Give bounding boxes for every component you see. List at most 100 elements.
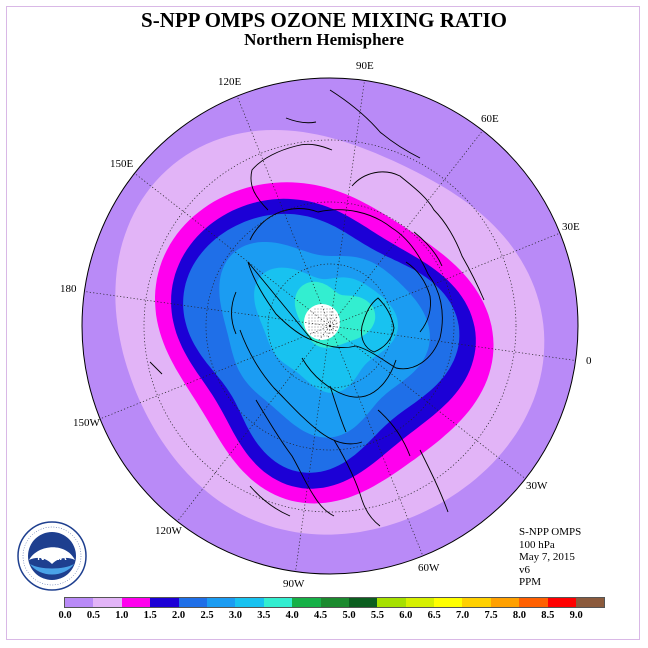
color-bar-label: 7.5 (484, 610, 498, 621)
color-bar-swatch (434, 598, 463, 607)
color-bar-label: 4.0 (285, 610, 299, 621)
color-bar-swatch (235, 598, 264, 607)
longitude-label: 30E (562, 221, 580, 233)
longitude-label: 60W (418, 562, 440, 574)
coastline (377, 409, 411, 457)
color-bar-swatch (348, 598, 378, 607)
color-bar-swatch (519, 598, 548, 607)
meridian (329, 130, 483, 327)
color-bar-swatch (490, 598, 520, 607)
coastline (419, 449, 449, 513)
longitude-label: 90W (283, 578, 305, 590)
coastline (351, 171, 485, 301)
color-bar-swatch (121, 598, 151, 607)
color-bar-swatch (576, 598, 605, 607)
info-instrument: S-NPP OMPS (519, 526, 582, 538)
color-bar-swatch (547, 598, 577, 607)
coastline (285, 117, 317, 124)
coastline (249, 485, 291, 517)
longitude-label: 180 (60, 283, 77, 295)
color-bar-swatch (178, 598, 207, 607)
coastline (231, 291, 237, 335)
color-bar-labels: 0.0 0.5 1.0 1.5 2.0 2.5 3.0 3.5 4.0 4.5 5.0 5.5 6.0 6… (0, 610, 648, 624)
color-bar-label: 9.0 (569, 610, 583, 621)
latitude-circle (143, 139, 517, 513)
color-bar-label: 8.0 (512, 610, 526, 621)
longitude-label: 90E (356, 60, 374, 72)
color-bar-label: 5.5 (370, 610, 384, 621)
meridian (329, 325, 424, 557)
map-outline (81, 77, 579, 575)
color-bar-swatch (263, 598, 293, 607)
coastline (405, 261, 431, 333)
coastline (329, 89, 421, 159)
color-bar-swatch (405, 598, 435, 607)
meridian (329, 325, 576, 361)
coastline (413, 231, 443, 267)
color-bar-swatch (206, 598, 236, 607)
meridian (99, 325, 331, 420)
info-level: 100 hPa (519, 538, 555, 551)
longitude-label: 30W (526, 480, 548, 492)
coastline (255, 399, 335, 517)
color-bar-label: 6.0 (399, 610, 413, 621)
noaa-logo-text: NOAA (37, 552, 66, 563)
coastline (239, 329, 363, 445)
coastline (149, 361, 163, 375)
color-bar-label: 3.0 (228, 610, 242, 621)
meridian (329, 232, 561, 327)
color-bar-label: 3.5 (257, 610, 271, 621)
longitude-label: 120W (155, 525, 182, 537)
color-bar-label: 7.0 (456, 610, 470, 621)
longitude-label: 150E (110, 158, 134, 170)
meridian (84, 291, 331, 327)
longitude-label: 150W (73, 417, 100, 429)
meridian (177, 325, 331, 522)
longitude-label: 0 (586, 355, 592, 367)
color-bar-label: 2.0 (172, 610, 186, 621)
color-bar-label: 0.5 (86, 610, 100, 621)
color-bar-label: 5.0 (342, 610, 356, 621)
info-units: PPM (519, 576, 542, 588)
color-bar-swatch (377, 598, 406, 607)
coastline (301, 357, 397, 398)
color-bar-swatch (150, 598, 179, 607)
latitude-circle (205, 201, 455, 451)
map-title: S-NPP OMPS OZONE MIXING RATIO (141, 8, 507, 32)
color-bar-swatch (320, 598, 349, 607)
meridian (329, 80, 365, 327)
info-date: May 7, 2015 (519, 551, 575, 563)
map-subtitle: Northern Hemisphere (244, 30, 404, 49)
coastlines (149, 89, 485, 527)
graticule (84, 80, 576, 572)
color-bar-swatch (292, 598, 321, 607)
coastline (333, 439, 381, 527)
meridian (134, 173, 331, 327)
longitude-label: 120E (218, 76, 242, 88)
color-bar-label: 2.5 (200, 610, 214, 621)
latitude-circle (267, 263, 393, 389)
polar-no-data (304, 304, 340, 340)
coastline (329, 385, 347, 433)
info-version: v6 (519, 563, 530, 576)
meridian (329, 325, 526, 479)
color-bar (64, 597, 606, 608)
color-bar-label: 8.5 (541, 610, 555, 621)
coastline (250, 143, 333, 211)
color-bar-label: 4.5 (314, 610, 328, 621)
coastline (247, 261, 313, 341)
ozone-bands (82, 78, 578, 574)
info-panel: S-NPP OMPS 100 hPa May 7, 2015 v6 PPM (519, 526, 581, 589)
noaa-logo: NOAA (17, 521, 87, 591)
coastline (249, 208, 443, 370)
color-bar-label: 0.0 (58, 610, 72, 621)
longitude-label: 60E (481, 113, 499, 125)
color-bar-swatch (65, 598, 94, 607)
color-bar-label: 1.5 (143, 610, 157, 621)
color-bar-swatch (462, 598, 491, 607)
color-bar-swatch (93, 598, 122, 607)
color-bar-label: 6.5 (427, 610, 441, 621)
meridian (236, 95, 331, 327)
color-bar-label: 1.0 (115, 610, 129, 621)
